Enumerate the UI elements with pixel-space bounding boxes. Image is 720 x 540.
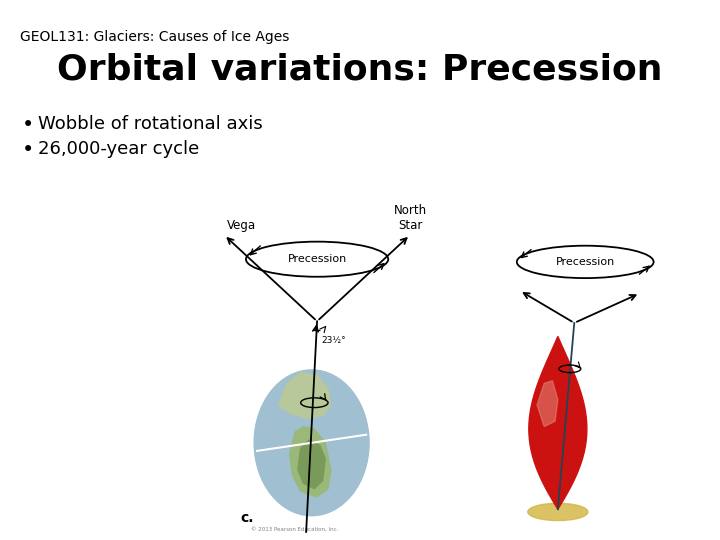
Text: •: • — [22, 115, 35, 135]
Text: 23½°: 23½° — [321, 336, 346, 345]
Text: Wobble of rotational axis: Wobble of rotational axis — [38, 115, 263, 133]
Polygon shape — [289, 427, 330, 497]
Ellipse shape — [528, 503, 588, 521]
Polygon shape — [529, 336, 587, 509]
Text: Orbital variations: Precession: Orbital variations: Precession — [58, 52, 662, 86]
Text: © 2013 Pearson Education, Inc.: © 2013 Pearson Education, Inc. — [251, 527, 339, 532]
Text: Vega: Vega — [227, 219, 256, 232]
Polygon shape — [298, 440, 325, 489]
Text: c.: c. — [240, 511, 254, 525]
Text: GEOL131: Glaciers: Causes of Ice Ages: GEOL131: Glaciers: Causes of Ice Ages — [20, 30, 289, 44]
Text: 26,000-year cycle: 26,000-year cycle — [38, 140, 199, 158]
Polygon shape — [537, 381, 558, 427]
Polygon shape — [279, 373, 330, 418]
Text: •: • — [22, 140, 35, 160]
Text: North
Star: North Star — [394, 204, 427, 232]
Text: Precession: Precession — [556, 257, 615, 267]
Ellipse shape — [254, 370, 369, 516]
Text: Precession: Precession — [287, 254, 347, 264]
